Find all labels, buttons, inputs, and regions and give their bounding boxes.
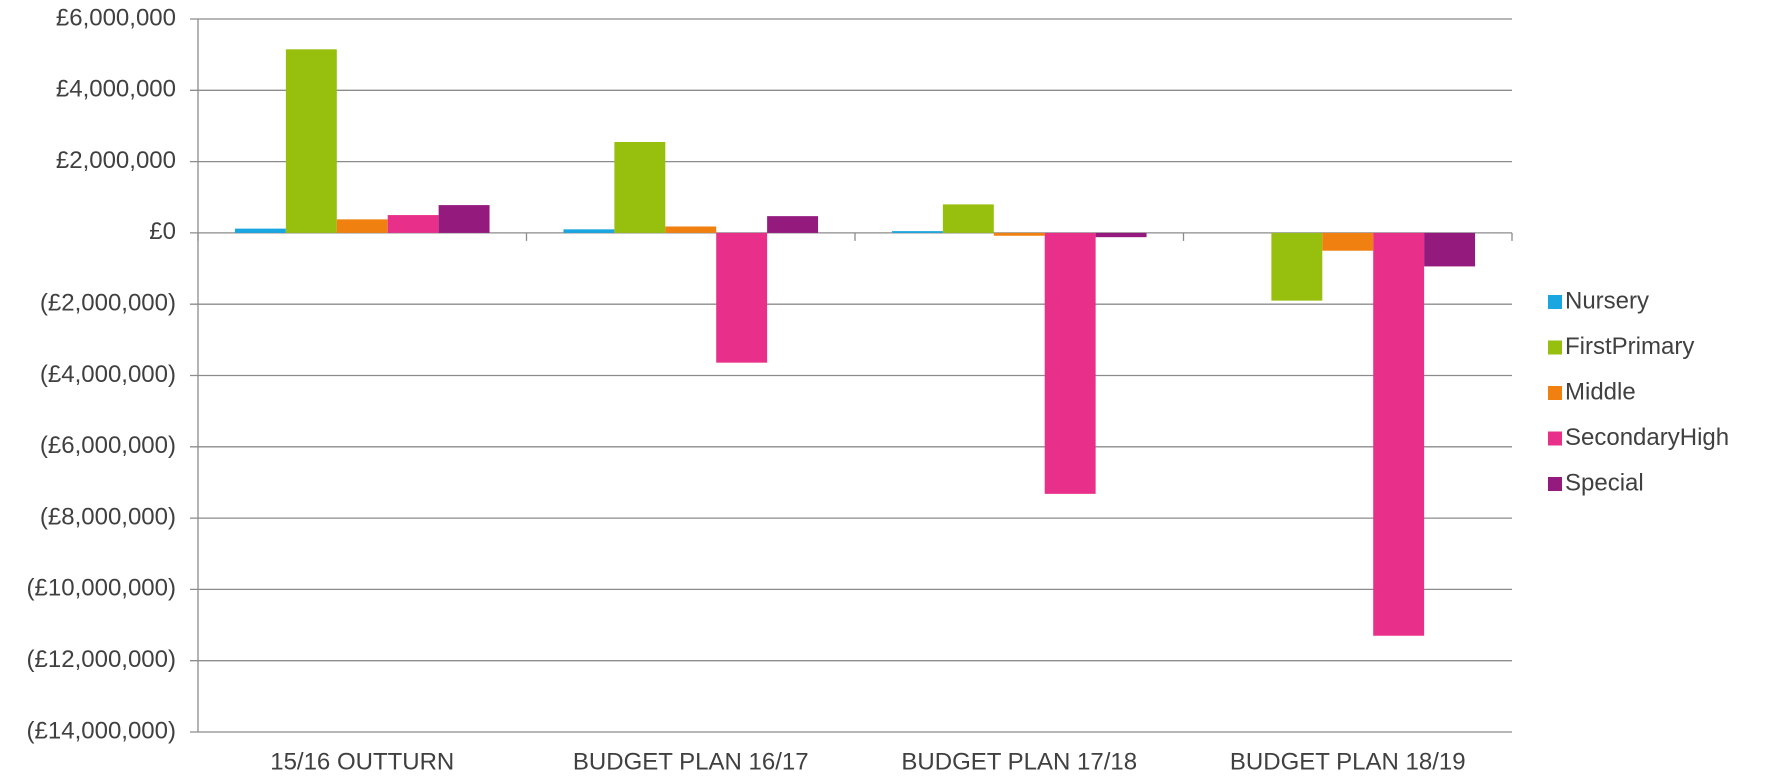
y-tick-label: £4,000,000	[56, 76, 176, 103]
bar	[1271, 232, 1323, 301]
bar	[767, 216, 819, 233]
legend-label: SecondaryHigh	[1565, 424, 1729, 451]
bar	[438, 205, 490, 233]
y-tick-label: (£14,000,000)	[27, 717, 176, 744]
bar	[387, 215, 439, 233]
bar	[1322, 232, 1374, 251]
bar	[665, 226, 717, 233]
bar	[614, 141, 666, 233]
x-tick-label: 15/16 OUTTURN	[270, 748, 454, 775]
legend-label: Middle	[1565, 378, 1636, 405]
bar	[716, 232, 768, 363]
y-tick-label: £6,000,000	[56, 4, 176, 31]
legend-label: Special	[1565, 469, 1644, 496]
y-tick-label: (£4,000,000)	[40, 361, 176, 388]
legend-label: Nursery	[1565, 287, 1649, 314]
bar	[942, 204, 994, 233]
y-tick-label: (£2,000,000)	[40, 290, 176, 317]
bar	[563, 229, 615, 233]
bar	[891, 231, 943, 233]
x-tick-label: BUDGET PLAN 17/18	[901, 748, 1137, 775]
y-tick-label: (£8,000,000)	[40, 503, 176, 530]
legend-swatch	[1548, 386, 1562, 400]
bar	[336, 219, 388, 233]
legend-swatch	[1548, 477, 1562, 491]
legend-swatch	[1548, 431, 1562, 446]
y-tick-label: (£10,000,000)	[27, 575, 176, 602]
bar	[234, 228, 286, 233]
y-tick-label: (£6,000,000)	[40, 432, 176, 459]
y-tick-label: £0	[149, 218, 176, 245]
bar	[1373, 232, 1425, 636]
bar	[1044, 232, 1096, 494]
x-tick-label: BUDGET PLAN 16/17	[573, 748, 809, 775]
bar	[1424, 232, 1476, 267]
y-tick-label: £2,000,000	[56, 147, 176, 174]
legend-label: FirstPrimary	[1565, 333, 1694, 360]
y-tick-label: (£12,000,000)	[27, 646, 176, 673]
x-tick-label: BUDGET PLAN 18/19	[1230, 748, 1466, 775]
bar	[285, 49, 337, 233]
legend-swatch	[1548, 295, 1562, 309]
bar	[993, 232, 1045, 236]
legend-swatch	[1548, 340, 1562, 355]
bar	[1095, 232, 1147, 238]
